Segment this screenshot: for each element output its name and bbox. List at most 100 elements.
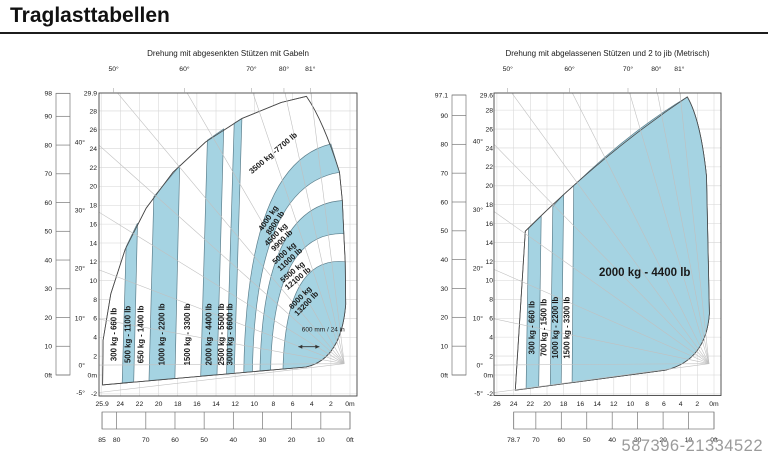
svg-text:28: 28	[89, 108, 97, 115]
zone-label-2000: 2000 kg - 4400 lb	[204, 303, 213, 365]
svg-text:80°: 80°	[279, 65, 290, 73]
svg-text:60: 60	[171, 437, 179, 444]
side-angle-labels: 40° 30° 20° 10° 0° -5°	[75, 138, 86, 397]
svg-text:0ft: 0ft	[44, 372, 52, 379]
svg-text:80°: 80°	[651, 65, 662, 73]
zone-label-3000: 3000 kg - 6600 lb	[225, 303, 234, 365]
zone-label-700: 700 kg - 1500 lb	[540, 299, 549, 357]
svg-text:14: 14	[485, 240, 493, 247]
svg-text:14: 14	[89, 240, 97, 247]
svg-text:20: 20	[659, 437, 667, 444]
page-title: Traglasttabellen	[10, 4, 170, 27]
svg-text:2: 2	[329, 401, 333, 408]
svg-text:29.9: 29.9	[84, 90, 97, 97]
capacity-zone-2000	[571, 96, 710, 384]
svg-text:16: 16	[577, 401, 585, 408]
svg-text:0m: 0m	[484, 372, 494, 379]
svg-text:0°: 0°	[79, 361, 86, 369]
svg-text:18: 18	[89, 203, 97, 210]
svg-text:50: 50	[44, 229, 52, 236]
svg-text:600 mm / 24 in: 600 mm / 24 in	[302, 327, 345, 334]
y-axis-meters: 29.9 28 26 24 22 20 18 16 14 12 10 8 6 4 2 0m -2	[84, 90, 98, 398]
svg-text:2: 2	[93, 353, 97, 360]
svg-text:6: 6	[291, 401, 295, 408]
svg-text:80: 80	[440, 142, 448, 149]
svg-text:30: 30	[44, 286, 52, 293]
svg-text:40: 40	[230, 437, 238, 444]
svg-text:29.6: 29.6	[480, 92, 493, 99]
svg-text:30: 30	[634, 437, 642, 444]
svg-text:2: 2	[695, 401, 699, 408]
zone-label-300: 300 kg - 660 lb	[527, 301, 536, 355]
x-axis-feet-labels: 78.7 70 60 50 40 30 20 10 0ft	[507, 437, 718, 444]
svg-text:20: 20	[485, 183, 493, 190]
svg-text:60: 60	[558, 437, 566, 444]
svg-text:90: 90	[44, 114, 52, 121]
svg-text:20: 20	[89, 184, 97, 191]
svg-text:28: 28	[485, 107, 493, 114]
svg-text:20: 20	[440, 315, 448, 322]
plot-border	[98, 92, 358, 397]
svg-text:50°: 50°	[503, 65, 514, 73]
svg-text:12: 12	[485, 259, 493, 266]
chart-title: Drehung mit abgelassenen Stützen und 2 t…	[505, 49, 709, 58]
svg-text:40: 40	[440, 257, 448, 264]
svg-text:20°: 20°	[75, 265, 86, 273]
svg-text:10: 10	[44, 344, 52, 351]
svg-text:80: 80	[44, 142, 52, 149]
zone-label-300: 300 kg - 660 lb	[110, 308, 119, 362]
svg-text:8: 8	[272, 401, 276, 408]
svg-text:70°: 70°	[623, 65, 634, 73]
svg-text:0m: 0m	[345, 401, 355, 408]
svg-text:16: 16	[193, 401, 201, 408]
svg-text:8: 8	[489, 297, 493, 304]
svg-text:12: 12	[89, 259, 97, 266]
watermark-id: 587396-21334522	[621, 437, 763, 455]
svg-text:0ft: 0ft	[346, 437, 354, 444]
svg-text:-5°: -5°	[76, 389, 85, 397]
svg-text:40°: 40°	[473, 138, 484, 146]
svg-text:4: 4	[489, 334, 493, 341]
y-axis-feet-ruler	[55, 92, 71, 376]
svg-text:50°: 50°	[108, 65, 119, 73]
page-header: Traglasttabellen	[0, 0, 768, 28]
svg-text:20: 20	[155, 401, 163, 408]
svg-text:70: 70	[44, 171, 52, 178]
svg-text:60: 60	[440, 199, 448, 206]
svg-text:85: 85	[98, 437, 106, 444]
svg-text:80: 80	[113, 437, 121, 444]
svg-text:8: 8	[645, 401, 649, 408]
svg-text:60: 60	[44, 200, 52, 207]
reach-note: 600 mm / 24 in	[298, 327, 345, 349]
svg-text:6: 6	[489, 316, 493, 323]
svg-text:6: 6	[93, 316, 97, 323]
svg-text:40: 40	[608, 437, 616, 444]
y-axis-feet-ruler	[451, 94, 467, 376]
load-chart-right-container: Drehung mit abgelassenen Stützen und 2 t…	[386, 38, 768, 458]
svg-text:50: 50	[200, 437, 208, 444]
svg-text:60°: 60°	[564, 65, 575, 73]
svg-text:40°: 40°	[75, 138, 86, 146]
svg-text:81°: 81°	[305, 65, 316, 73]
svg-text:12: 12	[610, 401, 618, 408]
svg-text:4: 4	[310, 401, 314, 408]
svg-text:60°: 60°	[179, 65, 190, 73]
svg-text:10: 10	[685, 437, 693, 444]
chart-title: Drehung mit abgesenkten Stützen mit Gabe…	[147, 49, 309, 58]
svg-text:14: 14	[593, 401, 601, 408]
x-axis-meters: 25.9 24 22 20 18 16 14 12 10 8 6 4 2 0m	[96, 401, 356, 408]
svg-text:98: 98	[44, 91, 52, 98]
svg-text:26: 26	[89, 127, 97, 134]
zone-label-1000: 1000 kg - 2200 lb	[157, 303, 166, 365]
svg-text:20: 20	[543, 401, 551, 408]
svg-text:22: 22	[89, 165, 97, 172]
x-axis-meters: 26 24 22 20 18 16 14 12 10 8 6 4 2 0m	[493, 401, 719, 408]
svg-text:40: 40	[44, 257, 52, 264]
svg-text:6: 6	[662, 401, 666, 408]
svg-text:10°: 10°	[473, 315, 484, 323]
zone-label-2000: 2000 kg - 4400 lb	[599, 267, 690, 279]
svg-text:20: 20	[288, 437, 296, 444]
svg-text:70°: 70°	[246, 65, 257, 73]
svg-text:70: 70	[532, 437, 540, 444]
svg-text:81°: 81°	[674, 65, 685, 73]
